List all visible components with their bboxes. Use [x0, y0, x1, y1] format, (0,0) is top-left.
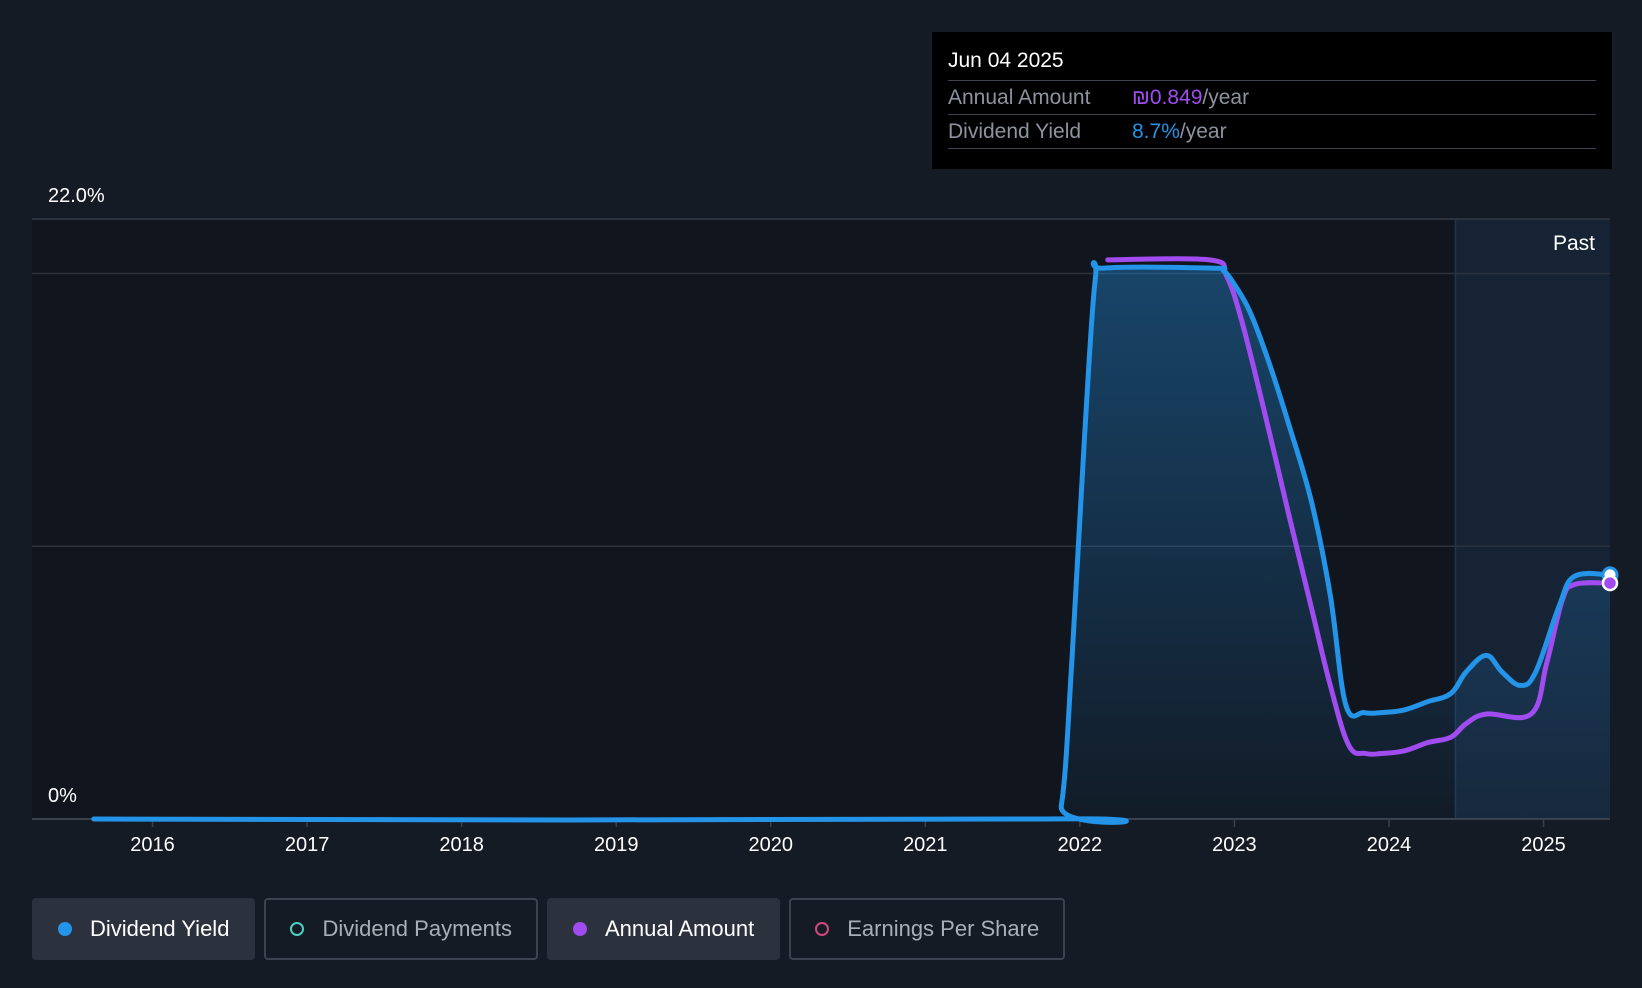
tooltip-annual-row: Annual Amount ₪0.849 /year: [948, 80, 1596, 114]
tooltip-date: Jun 04 2025: [948, 49, 1064, 72]
legend-annual-amount-dot-icon: [572, 922, 587, 936]
chart-tooltip: Jun 04 2025 Annual Amount ₪0.849 /year D…: [932, 32, 1612, 169]
x-tick-label-2018: 2018: [439, 834, 484, 856]
legend-earnings-per-share-label: Earnings Per Share: [847, 916, 1040, 941]
annual-amount-end-marker: [1601, 574, 1619, 592]
x-tick-label-2021: 2021: [903, 834, 948, 856]
legend-annual-amount-label: Annual Amount: [604, 916, 755, 941]
legend-dividend-yield-label: Dividend Yield: [90, 916, 230, 941]
x-tick-label-2024: 2024: [1367, 834, 1412, 856]
x-tick-label-2017: 2017: [285, 834, 330, 856]
x-tick-label-2016: 2016: [130, 834, 175, 856]
legend-dividend-payments-dot-icon: [290, 922, 305, 936]
tooltip-annual-unit: /year: [1202, 86, 1250, 109]
annual-amount-line: [1105, 256, 1613, 757]
legend-annual-amount[interactable]: Annual Amount: [546, 898, 781, 960]
y-tick-label-bottom: 0%: [48, 785, 77, 807]
legend-earnings-per-share-dot-icon: [815, 922, 830, 936]
x-tick-label-2023: 2023: [1212, 834, 1257, 856]
x-axis-ticks: 2016 2017 2018 2019 2020 2021 2022 2023 2024 2025: [130, 819, 1566, 856]
tooltip-yield-row: Dividend Yield 8.7% /year: [948, 114, 1596, 149]
tooltip-yield-value: 8.7%: [1132, 120, 1180, 143]
x-tick-label-2019: 2019: [594, 834, 639, 856]
legend-dividend-yield[interactable]: Dividend Yield: [32, 898, 256, 960]
dividend-yield-line: [91, 260, 1613, 825]
dividend-yield-area: [93, 262, 1610, 823]
legend-earnings-per-share[interactable]: Earnings Per Share: [789, 898, 1066, 960]
x-tick-label-2022: 2022: [1058, 834, 1103, 856]
past-label: Past: [1553, 232, 1595, 255]
x-tick-label-2020: 2020: [749, 834, 794, 856]
legend-dividend-payments[interactable]: Dividend Payments: [264, 898, 538, 960]
legend-dividend-payments-label: Dividend Payments: [322, 916, 512, 941]
tooltip-annual-label: Annual Amount: [948, 86, 1091, 109]
y-tick-label-top: 22.0%: [48, 185, 105, 207]
legend-dividend-yield-dot-icon: [58, 922, 72, 936]
tooltip-annual-value: ₪0.849: [1132, 86, 1203, 109]
tooltip-yield-unit: /year: [1179, 120, 1227, 143]
chart-legend: Dividend Yield Dividend Payments Annual …: [32, 898, 1066, 960]
x-tick-label-2025: 2025: [1521, 834, 1566, 856]
tooltip-yield-label: Dividend Yield: [948, 120, 1082, 143]
